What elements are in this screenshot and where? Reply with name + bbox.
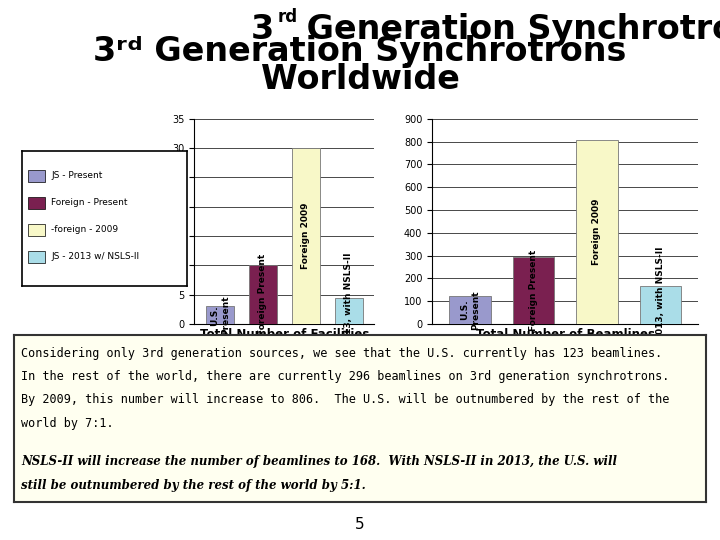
Bar (513, 256, 554, 324)
Text: U.S. 2013, with NSLS-II: U.S. 2013, with NSLS-II (344, 252, 354, 369)
Text: Considering only 3rd generation sources, we see that the U.S. currently has 123 : Considering only 3rd generation sources,… (22, 347, 662, 360)
Bar (28, 251, 45, 263)
Bar (28, 224, 45, 237)
Text: Foreign 2009: Foreign 2009 (302, 203, 310, 269)
Text: 5: 5 (355, 517, 365, 532)
Text: Generation Synchrotrons: Generation Synchrotrons (295, 12, 720, 46)
Bar (28, 170, 45, 183)
Text: rd: rd (277, 9, 297, 26)
Bar (335, 298, 363, 324)
Text: U.S.
Present: U.S. Present (210, 295, 230, 335)
Text: U.S.
Present: U.S. Present (460, 290, 480, 330)
Text: Worldwide: Worldwide (261, 63, 459, 96)
Text: JS - Present: JS - Present (51, 171, 103, 180)
Bar (576, 140, 618, 324)
Text: Foreign Present: Foreign Present (529, 249, 538, 331)
Text: Foreign 2009: Foreign 2009 (593, 199, 601, 265)
Text: U.S. 2013, with NSLS-II: U.S. 2013, with NSLS-II (656, 246, 665, 363)
Text: Foreign - Present: Foreign - Present (51, 198, 128, 207)
Bar (292, 148, 320, 324)
Text: world by 7:1.: world by 7:1. (22, 417, 114, 430)
Text: 3: 3 (251, 12, 274, 46)
Text: NSLS-II will increase the number of beamlines to 168.  With NSLS-II in 2013, the: NSLS-II will increase the number of beam… (22, 455, 617, 468)
Text: In the rest of the world, there are currently 296 beamlines on 3rd generation sy: In the rest of the world, there are curr… (22, 370, 670, 383)
Text: 3ʳᵈ Generation Synchrotrons: 3ʳᵈ Generation Synchrotrons (94, 35, 626, 68)
X-axis label: Total Number of Facilities: Total Number of Facilities (199, 328, 369, 341)
Bar (449, 296, 490, 324)
Bar (206, 306, 234, 324)
Text: By 2009, this number will increase to 806.  The U.S. will be outnumbered by the : By 2009, this number will increase to 80… (22, 393, 670, 407)
Bar (28, 197, 45, 209)
Text: still be outnumbered by the rest of the world by 5:1.: still be outnumbered by the rest of the … (22, 479, 366, 492)
Text: JS - 2013 w/ NSLS-II: JS - 2013 w/ NSLS-II (51, 252, 140, 261)
Bar (249, 265, 277, 324)
Text: Foreign Present: Foreign Present (258, 254, 267, 335)
Text: -foreign - 2009: -foreign - 2009 (51, 225, 119, 234)
Bar (640, 286, 681, 324)
X-axis label: Total Number of Beamlines: Total Number of Beamlines (476, 328, 654, 341)
